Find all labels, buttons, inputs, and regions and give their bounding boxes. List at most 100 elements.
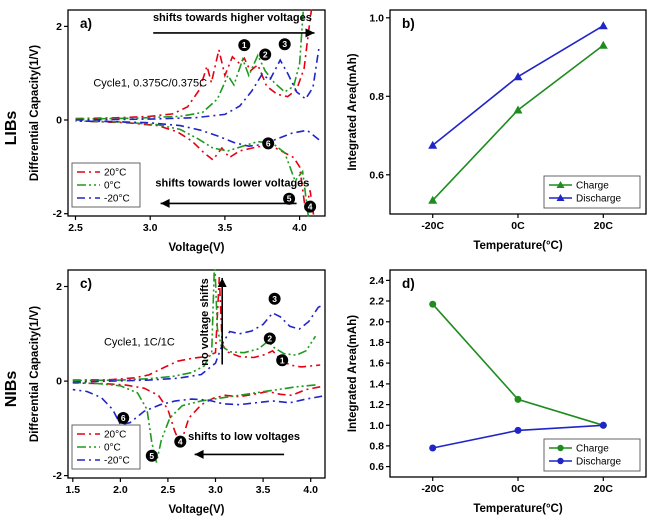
chart-b: -20C 0C 20C 0.6 0.8 1.0 Temperature(°C) Integra… [347, 9, 647, 252]
group-label-libs: LIBs [3, 110, 20, 146]
chart-d: -20C 0C 20C 0.6 0.8 1.0 1.2 1.4 1.6 1.8 2.0 2.2 2.4 T… [347, 269, 647, 515]
x-tick-label: 3.5 [256, 484, 271, 496]
legend-label: 0°C [104, 181, 121, 192]
legend-label: Charge [576, 444, 609, 455]
circled-number-4 [174, 435, 187, 448]
series--20C-line [75, 120, 320, 148]
x-tick-label: 0C [511, 483, 525, 495]
y-tick-label: 2.2 [369, 296, 384, 308]
x-tick-label: 4.0 [292, 222, 307, 234]
y-axis-label: Differential Capacity(1/V) [29, 306, 41, 442]
svg-text:6: 6 [266, 138, 271, 148]
arrow-head [305, 28, 315, 38]
panel-label: b) [402, 16, 415, 31]
series--20C-line [72, 388, 323, 426]
legend-label: Discharge [576, 457, 621, 468]
data-point-triangle [598, 21, 608, 30]
y-axis-label: Integrated Area(mAh) [347, 53, 359, 170]
x-axis-label: Voltage(V) [168, 242, 224, 254]
y-tick-label: 0 [56, 115, 62, 127]
y-tick-label: 1.0 [369, 420, 384, 432]
y-tick-label: 1.8 [369, 337, 384, 349]
panel-c-dqdv-nib: 1.5 2.0 2.5 3.0 3.5 4.0 -2 0 2 Voltage(V) Differen… [22, 262, 334, 518]
x-tick-label: 20C [594, 483, 614, 495]
data-point-triangle [428, 195, 438, 204]
svg-text:5: 5 [287, 194, 292, 204]
y-tick-label: 1.6 [369, 358, 384, 370]
data-point-triangle [513, 72, 523, 81]
data-point-circle [514, 426, 522, 434]
circled-number-4 [304, 200, 317, 213]
y-tick-label: -2 [53, 470, 62, 482]
x-axis-label: Voltage(V) [168, 504, 224, 516]
x-tick-label: 3.5 [218, 222, 233, 234]
x-tick-label: 2.0 [113, 484, 128, 496]
annotation-text: shifts towards lower voltages [155, 178, 309, 190]
data-point-circle [429, 300, 437, 308]
y-tick-label: 1.4 [369, 378, 384, 390]
legend-label: 0°C [104, 443, 121, 454]
panel-label: a) [80, 16, 92, 31]
series-20C-line [90, 120, 315, 217]
chart-a: 2.5 3.0 3.5 4.0 -2 0 2 Voltage(V) Differential C… [29, 9, 326, 254]
circled-number-5 [145, 449, 158, 462]
legend-box [543, 175, 641, 209]
plot-box [67, 269, 326, 479]
svg-text:6: 6 [121, 413, 126, 423]
svg-text:4: 4 [178, 437, 183, 447]
series-0C-line [75, 120, 310, 217]
svg-text:2: 2 [263, 50, 268, 60]
svg-text:3: 3 [272, 294, 277, 304]
x-tick-label: 1.5 [65, 484, 80, 496]
x-axis-label: Temperature(°C) [473, 503, 563, 515]
svg-text:1: 1 [280, 355, 285, 365]
y-axis-label: Integrated Area(mAh) [347, 315, 359, 432]
series-0C-line [75, 9, 305, 120]
series-20C-line [72, 382, 321, 448]
x-tick-label: 3.0 [208, 484, 223, 496]
svg-text:2: 2 [267, 334, 272, 344]
panel-label: c) [80, 276, 92, 291]
series--20C-line [75, 47, 320, 121]
arrow-head [194, 449, 204, 459]
x-tick-label: 2.5 [68, 222, 83, 234]
panel-d-integrated-area-nib: -20C 0C 20C 0.6 0.8 1.0 1.2 1.4 1.6 1.8 2.0 2.2 2.4 T… [340, 262, 658, 517]
legend-label: Discharge [576, 194, 621, 205]
legend-box [543, 438, 641, 472]
y-tick-label: 2 [56, 21, 62, 33]
y-tick-label: 1.0 [369, 12, 384, 24]
data-point-circle [514, 395, 522, 403]
series-Charge-line [432, 303, 604, 427]
annotation-text: no voltage shifts [199, 278, 211, 365]
annotation-text: Cycle1, 0.375C/0.375C [93, 77, 207, 89]
y-tick-label: 2.4 [369, 275, 384, 287]
y-tick-label: -2 [53, 208, 62, 220]
circled-number-5 [283, 192, 296, 205]
x-axis-label: Temperature(°C) [473, 240, 563, 252]
annotation-text: Cycle1, 1C/1C [104, 337, 175, 349]
data-point-circle [599, 421, 607, 429]
circled-number-6 [262, 137, 275, 150]
chart-c: 1.5 2.0 2.5 3.0 3.5 4.0 -2 0 2 Voltage(V) Differen… [29, 269, 326, 516]
series-Discharge-line [432, 25, 604, 146]
y-tick-label: 0.6 [369, 461, 384, 473]
annotation-text: shifts towards higher voltages [153, 12, 312, 24]
svg-text:4: 4 [308, 202, 313, 212]
series-0C-line [72, 381, 316, 463]
svg-text:1: 1 [242, 40, 247, 50]
panel-a-dqdv-lib: 2.5 3.0 3.5 4.0 -2 0 2 Voltage(V) Differential C… [22, 2, 334, 256]
y-axis-label: Differential Capacity(1/V) [29, 45, 41, 181]
legend-label: Charge [576, 181, 609, 192]
svg-text:5: 5 [149, 451, 154, 461]
circled-number-3 [268, 292, 281, 305]
legend-label: -20°C [104, 194, 130, 205]
y-tick-label: 2.0 [369, 316, 384, 328]
legend-label: 20°C [104, 430, 126, 441]
circled-number-2 [259, 48, 272, 61]
y-tick-label: 2 [56, 281, 62, 293]
x-tick-label: 20C [594, 220, 614, 232]
plot-box [67, 9, 326, 217]
x-tick-label: 0C [511, 220, 525, 232]
legend-label: -20°C [104, 456, 130, 467]
